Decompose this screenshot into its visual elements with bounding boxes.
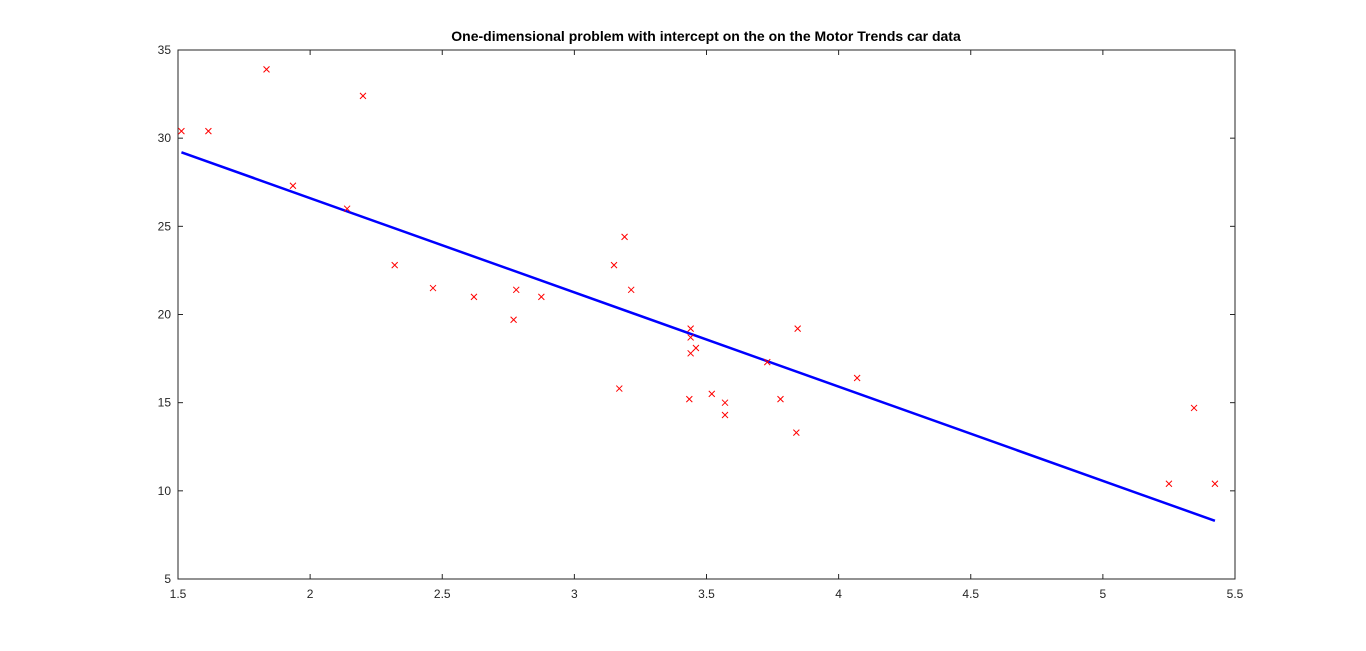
- data-point-marker: [610, 261, 618, 269]
- y-tick-label: 10: [158, 484, 172, 498]
- data-point-marker: [429, 284, 437, 292]
- data-point-marker: [692, 344, 700, 352]
- data-point-marker: [721, 399, 729, 407]
- marker-stroke: [610, 261, 618, 269]
- marker-stroke: [687, 334, 694, 341]
- data-point-marker: [263, 66, 270, 73]
- data-point-marker: [777, 395, 784, 403]
- axis-ticks: 1.5 2 2.5 3 3.5 4 4.5 5 5.5 5 10 15 20 25 30 35: [158, 43, 1244, 601]
- marker-stroke: [763, 358, 771, 366]
- marker-stroke: [510, 316, 517, 324]
- y-tick-label: 30: [158, 131, 172, 145]
- data-point-marker: [289, 182, 297, 190]
- x-tick-label: 2: [307, 587, 314, 601]
- data-point-marker: [1211, 480, 1219, 488]
- data-point-marker: [792, 429, 800, 436]
- y-tick-label: 15: [158, 396, 172, 410]
- x-tick-label: 4: [835, 587, 842, 601]
- data-point-marker: [1165, 480, 1173, 488]
- marker-stroke: [537, 293, 545, 301]
- marker-stroke: [1165, 480, 1173, 488]
- marker-stroke: [1190, 404, 1198, 412]
- marker-stroke: [692, 344, 700, 352]
- data-point-marker: [763, 358, 771, 366]
- y-tick-label: 5: [164, 572, 171, 586]
- axes-box: [177, 49, 1236, 580]
- fit-line-layer: [181, 151, 1216, 522]
- data-point-marker: [615, 385, 623, 392]
- y-tick-label: 20: [158, 308, 172, 322]
- marker-stroke: [687, 349, 694, 357]
- marker-stroke: [429, 284, 437, 292]
- data-point-marker: [708, 390, 716, 398]
- data-point-marker: [853, 374, 861, 382]
- plot-area: 1.5 2 2.5 3 3.5 4 4.5 5 5.5 5 10 15 20 25 30 35: [158, 43, 1244, 601]
- x-tick-label: 5.5: [1227, 587, 1244, 601]
- scatter-markers: [178, 66, 1219, 488]
- data-point-marker: [391, 261, 399, 269]
- data-point-marker: [687, 349, 694, 357]
- marker-stroke: [721, 399, 729, 407]
- marker-stroke: [470, 293, 478, 301]
- marker-stroke: [853, 374, 861, 382]
- data-point-marker: [537, 293, 545, 301]
- marker-stroke: [512, 286, 520, 294]
- marker-stroke: [627, 286, 635, 294]
- marker-stroke: [621, 233, 628, 241]
- x-tick-label: 2.5: [434, 587, 451, 601]
- data-point-marker: [1190, 404, 1198, 412]
- data-point-marker: [621, 233, 628, 241]
- x-tick-label: 5: [1100, 587, 1107, 601]
- marker-stroke: [359, 92, 367, 100]
- data-point-marker: [627, 286, 635, 294]
- data-point-marker: [512, 286, 520, 294]
- marker-stroke: [615, 385, 623, 392]
- y-tick-label: 35: [158, 43, 172, 57]
- data-point-marker: [359, 92, 367, 100]
- data-point-marker: [721, 411, 729, 419]
- marker-stroke: [343, 205, 351, 213]
- data-point-marker: [685, 395, 693, 403]
- y-tick-label: 25: [158, 219, 172, 233]
- x-tick-label: 3.5: [698, 587, 715, 601]
- marker-stroke: [289, 182, 297, 190]
- marker-stroke: [794, 325, 802, 332]
- marker-stroke: [687, 325, 694, 332]
- data-point-marker: [794, 325, 802, 332]
- x-tick-label: 1.5: [170, 587, 187, 601]
- marker-stroke: [263, 66, 270, 73]
- marker-stroke: [792, 429, 800, 436]
- x-tick-label: 3: [571, 587, 578, 601]
- marker-stroke: [777, 395, 784, 403]
- data-point-marker: [510, 316, 517, 324]
- data-point-marker: [470, 293, 478, 301]
- marker-stroke: [391, 261, 399, 269]
- marker-stroke: [721, 411, 729, 419]
- chart-title: One-dimensional problem with intercept o…: [451, 28, 961, 44]
- data-point-marker: [343, 205, 351, 213]
- marker-stroke: [178, 127, 185, 135]
- data-point-marker: [687, 334, 694, 341]
- marker-stroke: [1211, 480, 1219, 488]
- marker-stroke: [205, 127, 212, 135]
- data-point-marker: [178, 127, 185, 135]
- regression-line: [181, 151, 1216, 522]
- data-point-marker: [687, 325, 694, 332]
- marker-stroke: [685, 395, 693, 403]
- x-tick-label: 4.5: [962, 587, 979, 601]
- data-point-marker: [205, 127, 212, 135]
- marker-stroke: [708, 390, 716, 398]
